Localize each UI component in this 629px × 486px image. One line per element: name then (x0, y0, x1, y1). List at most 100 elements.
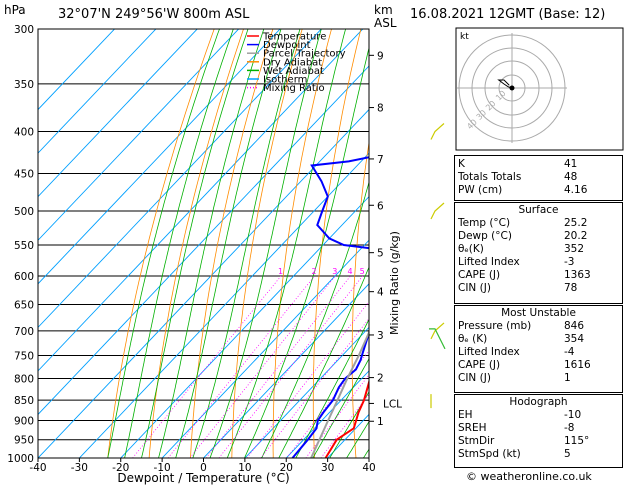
hodo-label: StmSpd (kt) (458, 448, 521, 460)
wet-adiabat (141, 29, 249, 458)
pressure-tick-label: 400 (14, 127, 34, 139)
lcl-label: LCL (383, 398, 402, 410)
km-tick-label: 7 (377, 154, 384, 166)
wet-adiabat (261, 180, 369, 458)
isotherm (38, 29, 157, 154)
hodo-label: StmDir (458, 435, 495, 447)
surface-value: 1363 (564, 269, 591, 281)
dry-adiabat (107, 29, 215, 458)
wind-barbs (429, 123, 446, 409)
mu-row: Lifted Index -4 (455, 346, 622, 359)
mixing-ratio-line (246, 300, 369, 458)
hodo-row: EH -10 (455, 409, 622, 422)
hodograph-center (509, 85, 515, 91)
surface-label: CIN (J) (458, 282, 491, 294)
pressure-tick-label: 300 (14, 24, 34, 36)
pressure-tick-label: 950 (14, 435, 34, 447)
wet-adiabat (209, 29, 322, 458)
dry-adiabat (231, 29, 303, 458)
mu-value: 846 (564, 320, 585, 332)
index-label: PW (cm) (458, 184, 503, 196)
most-unstable-title: Most Unstable (501, 307, 576, 319)
surface-row: θₑ(K) 352 (455, 243, 622, 256)
x-tick-label: 10 (238, 462, 251, 474)
x-tick-label: -10 (154, 462, 171, 474)
mixing-ratio-label: 4 (348, 267, 353, 276)
km-tick-label: 6 (377, 200, 384, 212)
parcel-trajectory-line (310, 330, 369, 458)
mu-value: 1 (564, 372, 571, 384)
x-axis-label: Dewpoint / Temperature (°C) (117, 471, 289, 485)
pressure-tick-label: 850 (14, 395, 34, 407)
hodo-label: SREH (458, 422, 487, 434)
wind-barb (430, 202, 445, 220)
x-tick-label: 30 (321, 462, 334, 474)
isotherm (38, 29, 281, 285)
hodo-row: StmSpd (kt) 5 (455, 448, 622, 461)
hodograph-unit-label: kt (460, 32, 469, 42)
surface-label: Dewp (°C) (458, 230, 512, 242)
pressure-tick-label: 800 (14, 373, 34, 385)
surface-label: Lifted Index (458, 256, 520, 268)
pressure-tick-label: 350 (14, 79, 34, 91)
mixing-ratio-label: 1 (278, 267, 283, 276)
hodo-value: 5 (564, 448, 571, 460)
mu-value: -4 (564, 346, 575, 358)
legend-label: Wet Adiabat (263, 66, 324, 77)
mixing-ratio-line (320, 393, 369, 458)
mu-row: θₑ (K) 354 (455, 333, 622, 346)
mixing-ratio-label: 3 (332, 267, 337, 276)
wet-adiabat (346, 420, 369, 458)
surface-value: 352 (564, 243, 585, 255)
surface-row: Dewp (°C) 20.2 (455, 230, 622, 243)
temperature-line (324, 378, 369, 458)
km-tick-label: 1 (377, 416, 384, 428)
x-tick-label: -20 (112, 462, 129, 474)
surface-panel: Surface Temp (°C) 25.2 Dewp (°C) 20.2 θₑ(K… (454, 202, 623, 304)
mixing-ratio-label: 20 (441, 267, 451, 276)
pressure-tick-label: 550 (14, 240, 34, 252)
mu-label: CAPE (J) (458, 359, 501, 371)
hodograph-frame (455, 27, 624, 151)
isotherm (202, 283, 369, 458)
wet-adiabat (295, 318, 369, 458)
index-row: K 41 (455, 158, 622, 171)
wind-barb (430, 123, 445, 140)
legend-label: Temperature (262, 32, 326, 43)
mixing-ratio-label: 5 (360, 267, 365, 276)
mu-value: 354 (564, 333, 585, 345)
asl-label: ASL (374, 16, 397, 30)
km-tick-label: 5 (377, 248, 384, 260)
isotherm (38, 108, 369, 458)
pressure-tick-label: 600 (14, 271, 34, 283)
km-tick-label: 3 (377, 330, 384, 342)
mixing-ratio-label: 15 (424, 267, 434, 276)
isotherm (285, 370, 369, 458)
index-label: K (458, 158, 465, 170)
indices-panel: K 41 Totals Totals 48 PW (cm) 4.16 (454, 155, 623, 201)
index-value: 4.16 (564, 184, 588, 196)
surface-row: Lifted Index -3 (455, 256, 622, 269)
hpa-label: hPa (4, 3, 26, 17)
mixing-ratio-axis-label: Mixing Ratio (g/kg) (388, 231, 401, 335)
surface-title: Surface (518, 204, 559, 216)
legend-label: Mixing Ratio (263, 83, 325, 94)
surface-row: Temp (°C) 25.2 (455, 217, 622, 230)
pressure-tick-label: 1000 (7, 453, 34, 465)
hodo-row: SREH -8 (455, 422, 622, 435)
km-label: km (374, 3, 393, 17)
wet-adiabat (312, 357, 369, 458)
isotherm (161, 239, 369, 458)
isotherm (38, 29, 240, 241)
index-label: Totals Totals (458, 171, 522, 183)
wet-adiabat (124, 29, 234, 458)
skewt-grid (38, 29, 369, 458)
wet-adiabat (158, 29, 265, 458)
copyright: © weatheronline.co.uk (466, 470, 592, 483)
datetime-title: 16.08.2021 12GMT (Base: 12) (410, 7, 606, 22)
legend-label: Dewpoint (263, 40, 311, 51)
mu-label: θₑ (K) (458, 333, 488, 345)
hodo-value: 115° (564, 435, 590, 447)
isotherm (38, 29, 116, 111)
